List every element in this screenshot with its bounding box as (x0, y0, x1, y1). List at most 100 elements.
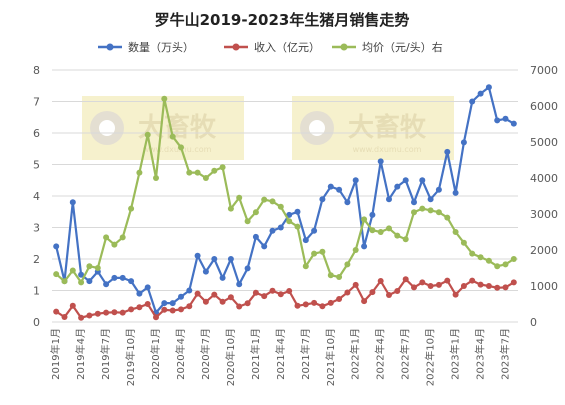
chart-title: 罗牛山2019-2023年生猪月销售走势 (155, 11, 410, 29)
data-point (211, 291, 218, 298)
data-point (178, 293, 184, 300)
data-point (69, 302, 76, 309)
y-right-tick-label: 7000 (530, 64, 558, 77)
data-point (294, 208, 301, 215)
data-point (444, 277, 451, 284)
data-point (111, 309, 118, 316)
x-tick-label: 2021年4月 (274, 328, 287, 380)
data-point (128, 278, 135, 285)
data-point (510, 120, 517, 127)
data-point (411, 284, 417, 291)
data-point (169, 300, 176, 307)
data-point (485, 84, 492, 91)
watermark-layer: 大畜牧 www.dxumu.com 大畜牧 www.dxumu.com (82, 96, 454, 160)
data-point (460, 239, 467, 246)
data-point (161, 300, 168, 307)
data-point (61, 314, 68, 320)
data-point (444, 214, 451, 221)
data-point (435, 209, 442, 216)
data-point (161, 95, 168, 102)
watermark-logo-center (309, 120, 325, 136)
data-point (502, 284, 509, 291)
y-right-tick-label: 6000 (530, 100, 558, 113)
data-point (477, 281, 484, 288)
x-tick-label: 2022年4月 (374, 328, 387, 380)
data-point (319, 196, 326, 203)
x-tick-label: 2023年7月 (499, 328, 512, 380)
data-point (419, 177, 426, 184)
x-tick-label: 2023年1月 (449, 328, 462, 380)
data-point (277, 291, 284, 298)
x-tick-label: 2022年7月 (399, 328, 412, 380)
legend-swatch-marker (340, 43, 348, 51)
data-point (411, 209, 417, 216)
watermark-subtext: www.dxumu.com (143, 145, 212, 154)
x-tick-label: 2023年4月 (474, 328, 487, 380)
x-tick-label: 2022年1月 (349, 328, 362, 380)
data-point (394, 288, 401, 294)
data-point (111, 241, 118, 248)
data-point (78, 271, 85, 278)
data-point (202, 175, 209, 181)
data-point (261, 293, 268, 300)
x-tick-label: 2020年1月 (149, 328, 162, 380)
data-point (186, 287, 193, 294)
data-point (111, 274, 118, 281)
data-point (469, 277, 476, 284)
data-point (394, 183, 401, 190)
x-tick-label: 2020年4月 (174, 328, 187, 380)
data-point (419, 279, 426, 286)
data-point (510, 256, 517, 262)
data-point (136, 304, 143, 311)
data-point (103, 281, 110, 288)
data-point (460, 283, 467, 289)
data-point (286, 288, 293, 294)
data-point (386, 225, 392, 232)
data-point (361, 243, 368, 250)
y-right-tick-label: 2000 (530, 244, 558, 257)
legend-label: 收入（亿元） (254, 40, 320, 54)
legend-label: 均价（元/头）右 (362, 40, 443, 54)
data-point (386, 292, 392, 298)
data-point (53, 243, 60, 250)
data-point (128, 306, 135, 313)
data-point (344, 261, 351, 268)
legend-label: 数量（万头） (128, 41, 194, 54)
data-point (194, 290, 201, 297)
data-point (327, 183, 334, 190)
data-point (236, 281, 243, 288)
gridlines (52, 69, 518, 323)
data-point (369, 289, 376, 296)
data-point (510, 279, 517, 286)
data-point (136, 290, 143, 297)
data-point (194, 252, 201, 259)
data-point (178, 306, 184, 313)
data-point (502, 115, 509, 122)
data-point (103, 309, 110, 316)
data-point (427, 196, 434, 203)
y-left-tick-label: 8 (33, 64, 40, 77)
x-tick-label: 2021年1月 (249, 328, 262, 380)
data-point (336, 296, 343, 302)
data-point (61, 278, 68, 285)
data-point (302, 301, 309, 308)
data-point (236, 194, 243, 201)
data-point (494, 117, 501, 124)
data-point (344, 199, 351, 206)
data-point (369, 211, 376, 218)
data-point (202, 268, 209, 275)
data-point (153, 175, 159, 181)
data-point (244, 218, 251, 225)
y-left-tick-label: 2 (33, 253, 40, 266)
data-point (302, 263, 309, 270)
data-point (294, 302, 301, 309)
data-point (302, 237, 309, 244)
data-point (186, 303, 193, 310)
data-point (252, 233, 259, 240)
data-point (269, 227, 276, 234)
data-point (494, 263, 501, 270)
data-point (286, 211, 293, 218)
data-point (53, 308, 60, 315)
data-point (377, 158, 384, 165)
data-point (485, 283, 492, 289)
